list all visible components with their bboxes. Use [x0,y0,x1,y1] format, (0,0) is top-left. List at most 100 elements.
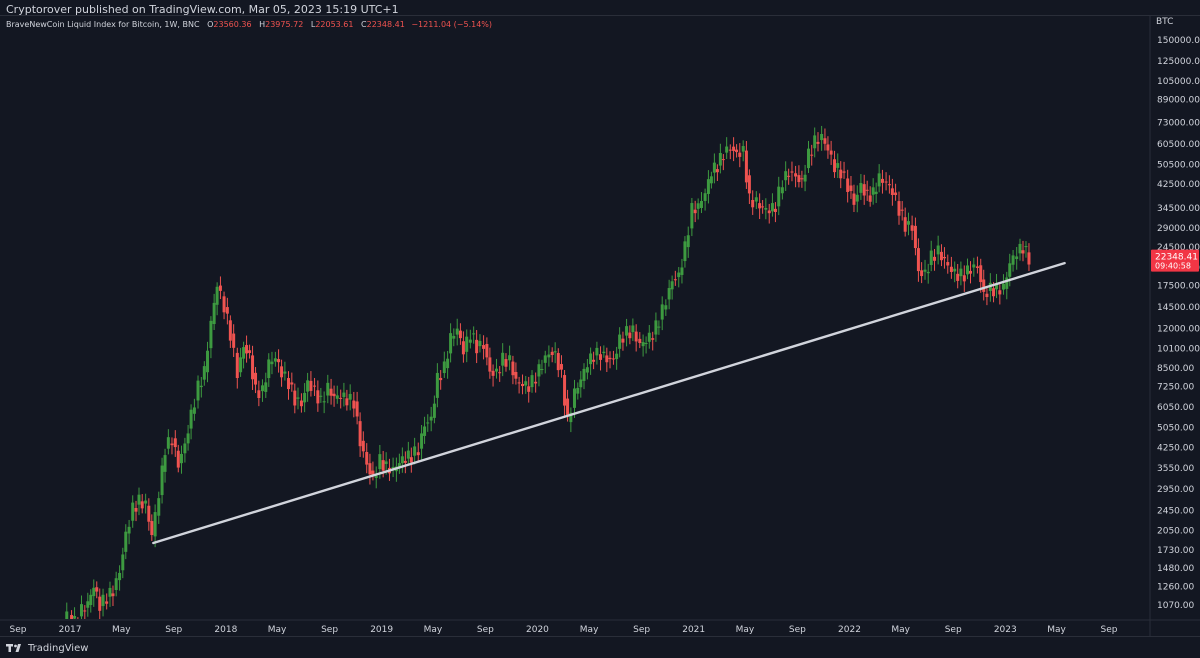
candle-body[interactable] [569,412,573,423]
candle-body[interactable] [537,364,541,377]
candle-body[interactable] [371,470,375,475]
candle-body[interactable] [985,293,989,298]
candle-body[interactable] [611,358,615,360]
candle-body[interactable] [900,209,904,211]
candle-body[interactable] [118,572,122,581]
candle-body[interactable] [680,267,684,275]
candle-body[interactable] [1001,283,1005,290]
candle-body[interactable] [657,326,661,328]
candle-body[interactable] [939,251,943,261]
candle-body[interactable] [150,521,154,536]
candle-body[interactable] [215,286,219,305]
candle-body[interactable] [309,380,313,391]
candle-body[interactable] [242,347,246,359]
candle-body[interactable] [218,285,222,291]
candle-body[interactable] [677,272,681,278]
candle-body[interactable] [641,342,645,347]
candle-body[interactable] [111,593,115,597]
candle-body[interactable] [790,171,794,173]
candle-body[interactable] [751,199,755,208]
candle-body[interactable] [329,388,333,396]
candle-body[interactable] [634,331,638,342]
candle-body[interactable] [157,498,161,516]
candle-body[interactable] [877,173,881,187]
candle-body[interactable] [871,187,875,195]
candle-body[interactable] [686,235,690,248]
candle-body[interactable] [936,245,940,255]
candle-body[interactable] [400,456,404,464]
candle-body[interactable] [628,332,632,339]
candle-body[interactable] [1018,243,1022,254]
candle-body[interactable] [254,372,258,385]
candle-body[interactable] [968,270,972,274]
candle-body[interactable] [426,422,430,424]
tradingview-logo[interactable]: TradingView [6,643,88,654]
candle-body[interactable] [455,328,459,335]
candle-body[interactable] [124,531,128,552]
candle-body[interactable] [98,596,102,611]
candle-body[interactable] [65,611,69,621]
candle-body[interactable] [89,594,93,605]
candle-body[interactable] [248,350,252,353]
candle-body[interactable] [137,494,141,505]
candle-body[interactable] [1011,255,1015,265]
candle-body[interactable] [352,400,356,409]
candle-body[interactable] [913,225,917,249]
candle-body[interactable] [842,171,846,173]
candle-body[interactable] [728,149,732,151]
candle-body[interactable] [183,443,187,454]
candle-body[interactable] [273,358,277,362]
candle-body[interactable] [800,178,804,180]
candle-body[interactable] [202,366,206,380]
candle-body[interactable] [257,390,261,399]
candle-body[interactable] [946,262,950,266]
candle-body[interactable] [631,325,635,333]
candle-body[interactable] [1005,277,1009,289]
candle-body[interactable] [846,178,850,192]
candle-body[interactable] [982,279,986,292]
candle-body[interactable] [553,351,557,353]
candle-body[interactable] [741,146,745,152]
candle-body[interactable] [277,359,281,363]
candle-body[interactable] [770,203,774,212]
candle-body[interactable] [416,452,420,456]
candle-body[interactable] [501,352,505,366]
price-chart[interactable]: 1070.00 1260.00 1480.00 1730.00 2050.00 2450.… [0,15,1200,637]
candle-body[interactable] [449,333,453,354]
candle-body[interactable] [228,320,232,341]
candle-body[interactable] [813,135,817,149]
candle-body[interactable] [264,382,268,392]
candle-body[interactable] [319,395,323,397]
candle-body[interactable] [975,266,979,268]
candle-body[interactable] [839,169,843,179]
candle-body[interactable] [232,333,236,348]
candle-body[interactable] [439,377,443,381]
candle-body[interactable] [521,383,525,387]
candle-body[interactable] [579,379,583,388]
candle-body[interactable] [179,453,183,464]
candle-body[interactable] [933,256,937,261]
candle-body[interactable] [508,355,512,361]
candle-body[interactable] [267,359,271,379]
candle-body[interactable] [206,350,210,373]
candle-body[interactable] [849,185,853,191]
candle-body[interactable] [332,393,336,397]
candle-body[interactable] [280,366,284,378]
candle-body[interactable] [761,206,765,208]
candle-body[interactable] [245,345,249,354]
candle-body[interactable] [270,361,274,365]
candle-body[interactable] [829,150,833,155]
candle-body[interactable] [173,438,177,448]
candle-body[interactable] [823,138,827,144]
candle-body[interactable] [764,208,768,210]
candle-body[interactable] [608,357,612,360]
candle-body[interactable] [287,378,291,390]
candle-body[interactable] [715,169,719,173]
candle-body[interactable] [222,296,226,313]
candle-body[interactable] [432,403,436,418]
candle-body[interactable] [667,288,671,300]
candle-body[interactable] [747,175,751,194]
candle-body[interactable] [959,268,963,277]
candle-body[interactable] [251,355,255,380]
candle-body[interactable] [559,364,563,370]
